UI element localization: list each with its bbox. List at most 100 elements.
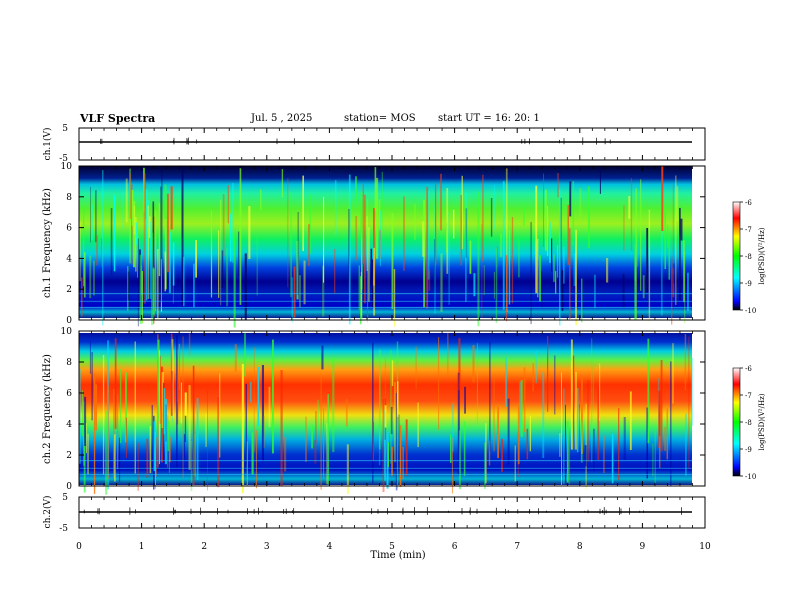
spectral-streak: [137, 238, 139, 327]
spectral-streak: [90, 186, 91, 243]
spectral-streak: [188, 385, 191, 470]
spectral-streak: [490, 198, 493, 237]
ch2-colorbar-ticks: -6 -7 -8 -9 -10: [740, 365, 756, 481]
spectral-streak: [322, 265, 325, 317]
spectral-streak: [415, 346, 417, 389]
spectral-streak: [345, 399, 348, 427]
spectral-streak: [495, 248, 498, 323]
spectral-streak: [551, 238, 553, 272]
spectral-streak: [518, 238, 520, 278]
spectral-streak: [147, 205, 149, 299]
spectral-streak: [160, 259, 162, 312]
spectral-streak: [308, 224, 310, 267]
spectral-streak: [469, 240, 472, 274]
spectral-streak: [502, 181, 505, 310]
spectral-streak: [680, 218, 683, 241]
spectral-streak: [428, 190, 430, 280]
spectral-streak: [676, 186, 679, 222]
spectral-streak: [543, 173, 544, 247]
spectral-streak: [360, 276, 362, 325]
spectral-streak: [658, 390, 661, 448]
spectral-streak: [87, 433, 89, 475]
spectral-streak: [229, 213, 232, 262]
spectral-streak: [580, 420, 583, 463]
spectral-streak: [397, 381, 399, 417]
spectral-streak: [168, 431, 170, 473]
spectral-streak: [652, 443, 654, 477]
spectral-streak: [640, 179, 642, 291]
spectral-streak: [452, 403, 454, 452]
ch1-waveform-panel: 5 -5 ch.1(V): [42, 124, 706, 164]
spectral-streak: [246, 441, 248, 487]
ch1-colorbar-scale: [732, 201, 741, 311]
spectral-streak: [346, 444, 349, 494]
spectral-streak: [635, 188, 637, 321]
ch2-ytick-bottom: -5: [59, 524, 68, 534]
spectral-streak: [164, 199, 167, 290]
spectral-streak: [374, 167, 377, 211]
spectral-streak: [182, 336, 184, 478]
date-label: Jul. 5 , 2025: [251, 113, 313, 124]
spectral-streak: [450, 434, 452, 463]
spectral-streak: [166, 193, 169, 273]
spectral-streak: [146, 438, 149, 478]
spectral-streak: [321, 345, 324, 370]
spectral-streak: [127, 266, 129, 311]
spectral-streak: [101, 238, 103, 267]
ch2-spectrogram-streaks: [79, 333, 693, 495]
spectral-streak: [372, 342, 374, 484]
spectral-streak: [309, 195, 312, 254]
spectral-streak: [137, 442, 139, 491]
spectral-streak: [155, 437, 157, 477]
spectral-streak: [113, 195, 116, 272]
spectral-streak: [668, 235, 671, 280]
spectral-streak: [584, 445, 587, 467]
spectral-streak: [79, 221, 81, 282]
spectral-streak: [315, 410, 317, 443]
station-label: station= MOS: [344, 113, 416, 124]
spectral-streak: [542, 372, 545, 458]
x-tick-label: 2: [201, 542, 207, 552]
spectral-streak: [96, 235, 98, 266]
spectral-streak: [549, 222, 551, 263]
y-tick-label: 0: [66, 316, 72, 326]
spectral-streak: [476, 343, 478, 424]
spectral-streak: [426, 186, 429, 309]
spectral-streak: [361, 264, 363, 290]
ch1-waveform-spikes: [100, 137, 611, 145]
spectral-streak: [373, 247, 376, 316]
spectral-streak: [326, 423, 328, 485]
spectral-streak: [362, 183, 364, 264]
spectral-streak: [281, 169, 284, 198]
spectral-streak: [517, 405, 520, 465]
spectral-streak: [386, 431, 389, 489]
ch2-ytick-top: 5: [62, 493, 68, 503]
spectral-streak: [434, 204, 436, 314]
ch2-spectrogram-ylabel: ch.2 Frequency (kHz): [42, 354, 53, 464]
spectral-streak: [165, 404, 167, 442]
spectral-streak: [154, 210, 157, 312]
spectral-streak: [375, 177, 379, 259]
spectral-streak: [218, 230, 220, 298]
spectral-streak: [381, 171, 383, 230]
spectral-streak: [153, 421, 156, 472]
spectral-streak: [83, 207, 85, 287]
x-tick-label: 4: [327, 542, 333, 552]
spectral-streak: [145, 184, 147, 219]
spectral-streak: [393, 269, 396, 327]
spectral-streak: [183, 256, 185, 307]
spectral-streak: [623, 205, 625, 251]
spectral-streak: [553, 254, 555, 282]
spectral-streak: [251, 432, 254, 475]
spectral-streak: [158, 350, 160, 465]
spectral-streak: [574, 371, 577, 450]
spectral-streak: [84, 396, 87, 447]
spectral-streak: [387, 442, 389, 468]
ch1-colorbar: -6 -7 -8 -9 -10 log(PSD)(V²/Hz): [732, 199, 766, 315]
spectral-streak: [570, 339, 573, 450]
spectral-streak: [423, 199, 426, 308]
spectral-streak: [384, 439, 386, 481]
spectral-streak: [183, 434, 186, 461]
x-tick-label: 3: [264, 542, 270, 552]
spectral-streak: [461, 175, 463, 250]
